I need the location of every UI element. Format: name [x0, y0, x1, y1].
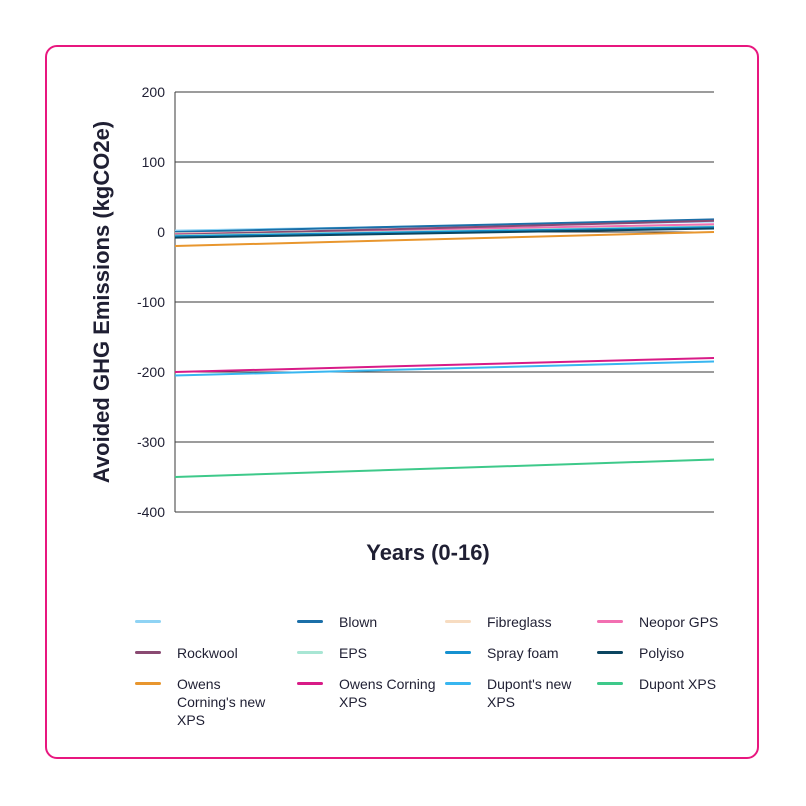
legend-swatch — [297, 682, 323, 685]
series-line — [174, 360, 715, 377]
x-axis-title: Years (0-16) — [366, 540, 490, 565]
legend-label: Owens Corning's new XPS — [177, 676, 266, 728]
legend-item: Neopor GPS — [597, 613, 757, 631]
y-tick-label: 0 — [157, 224, 165, 240]
series-line — [174, 231, 715, 247]
legend-item: Fibreglass — [445, 613, 605, 631]
legend-swatch — [297, 620, 323, 623]
legend-label: Dupont XPS — [639, 676, 717, 692]
legend-swatch — [135, 620, 161, 623]
legend-label: Dupont's new XPS — [487, 676, 572, 710]
gridlines — [174, 91, 714, 513]
legend-item: Owens Corning's new XPS — [135, 675, 295, 729]
series-lines — [174, 218, 715, 478]
legend-label: Rockwool — [177, 645, 238, 661]
legend-label: Spray foam — [487, 645, 559, 661]
y-tick-label: -200 — [137, 364, 165, 380]
legend-swatch — [597, 620, 623, 623]
legend-label: Blown — [339, 614, 378, 630]
series-line — [174, 218, 715, 233]
series-line — [174, 227, 715, 239]
legend-swatch — [445, 651, 471, 654]
legend-label: EPS — [339, 645, 368, 661]
legend-swatch — [597, 682, 623, 685]
series-line — [174, 226, 715, 238]
line-chart: 200 100 0 -100 -200 -300 -400 Years (0-16) Avo… — [89, 84, 715, 565]
legend-item: EPS — [297, 644, 457, 662]
legend-swatch — [445, 682, 471, 685]
legend-label: Owens Corning XPS — [339, 676, 436, 710]
legend-item: Rockwool — [135, 644, 295, 662]
y-tick-label: -300 — [137, 434, 165, 450]
y-tick-labels: 200 100 0 -100 -200 -300 -400 — [137, 84, 165, 520]
legend-item: Polyiso — [597, 644, 757, 662]
series-line — [174, 219, 715, 236]
legend-swatch — [135, 651, 161, 654]
legend-item: Dupont XPS — [597, 675, 757, 693]
y-tick-label: -100 — [137, 294, 165, 310]
y-tick-label: -400 — [137, 504, 165, 520]
legend-label: Polyiso — [639, 645, 685, 661]
legend-swatch — [445, 620, 471, 623]
y-axis-title: Avoided GHG Emissions (kgCO2e) — [89, 121, 114, 483]
legend-item: Spray foam — [445, 644, 605, 662]
legend-item: Blown — [297, 613, 457, 631]
legend-swatch — [297, 651, 323, 654]
legend-item: Owens Corning XPS — [297, 675, 457, 711]
chart-card: 200 100 0 -100 -200 -300 -400 Years (0-16) Avo… — [45, 45, 759, 759]
series-line — [174, 458, 715, 478]
legend-item — [135, 613, 295, 623]
series-line — [174, 357, 715, 373]
y-tick-label: 100 — [142, 154, 166, 170]
legend-swatch — [597, 651, 623, 654]
legend-swatch — [135, 682, 161, 685]
legend-label: Fibreglass — [487, 614, 552, 630]
y-tick-label: 200 — [142, 84, 166, 100]
legend-item: Dupont's new XPS — [445, 675, 605, 711]
legend-label: Neopor GPS — [639, 614, 719, 630]
